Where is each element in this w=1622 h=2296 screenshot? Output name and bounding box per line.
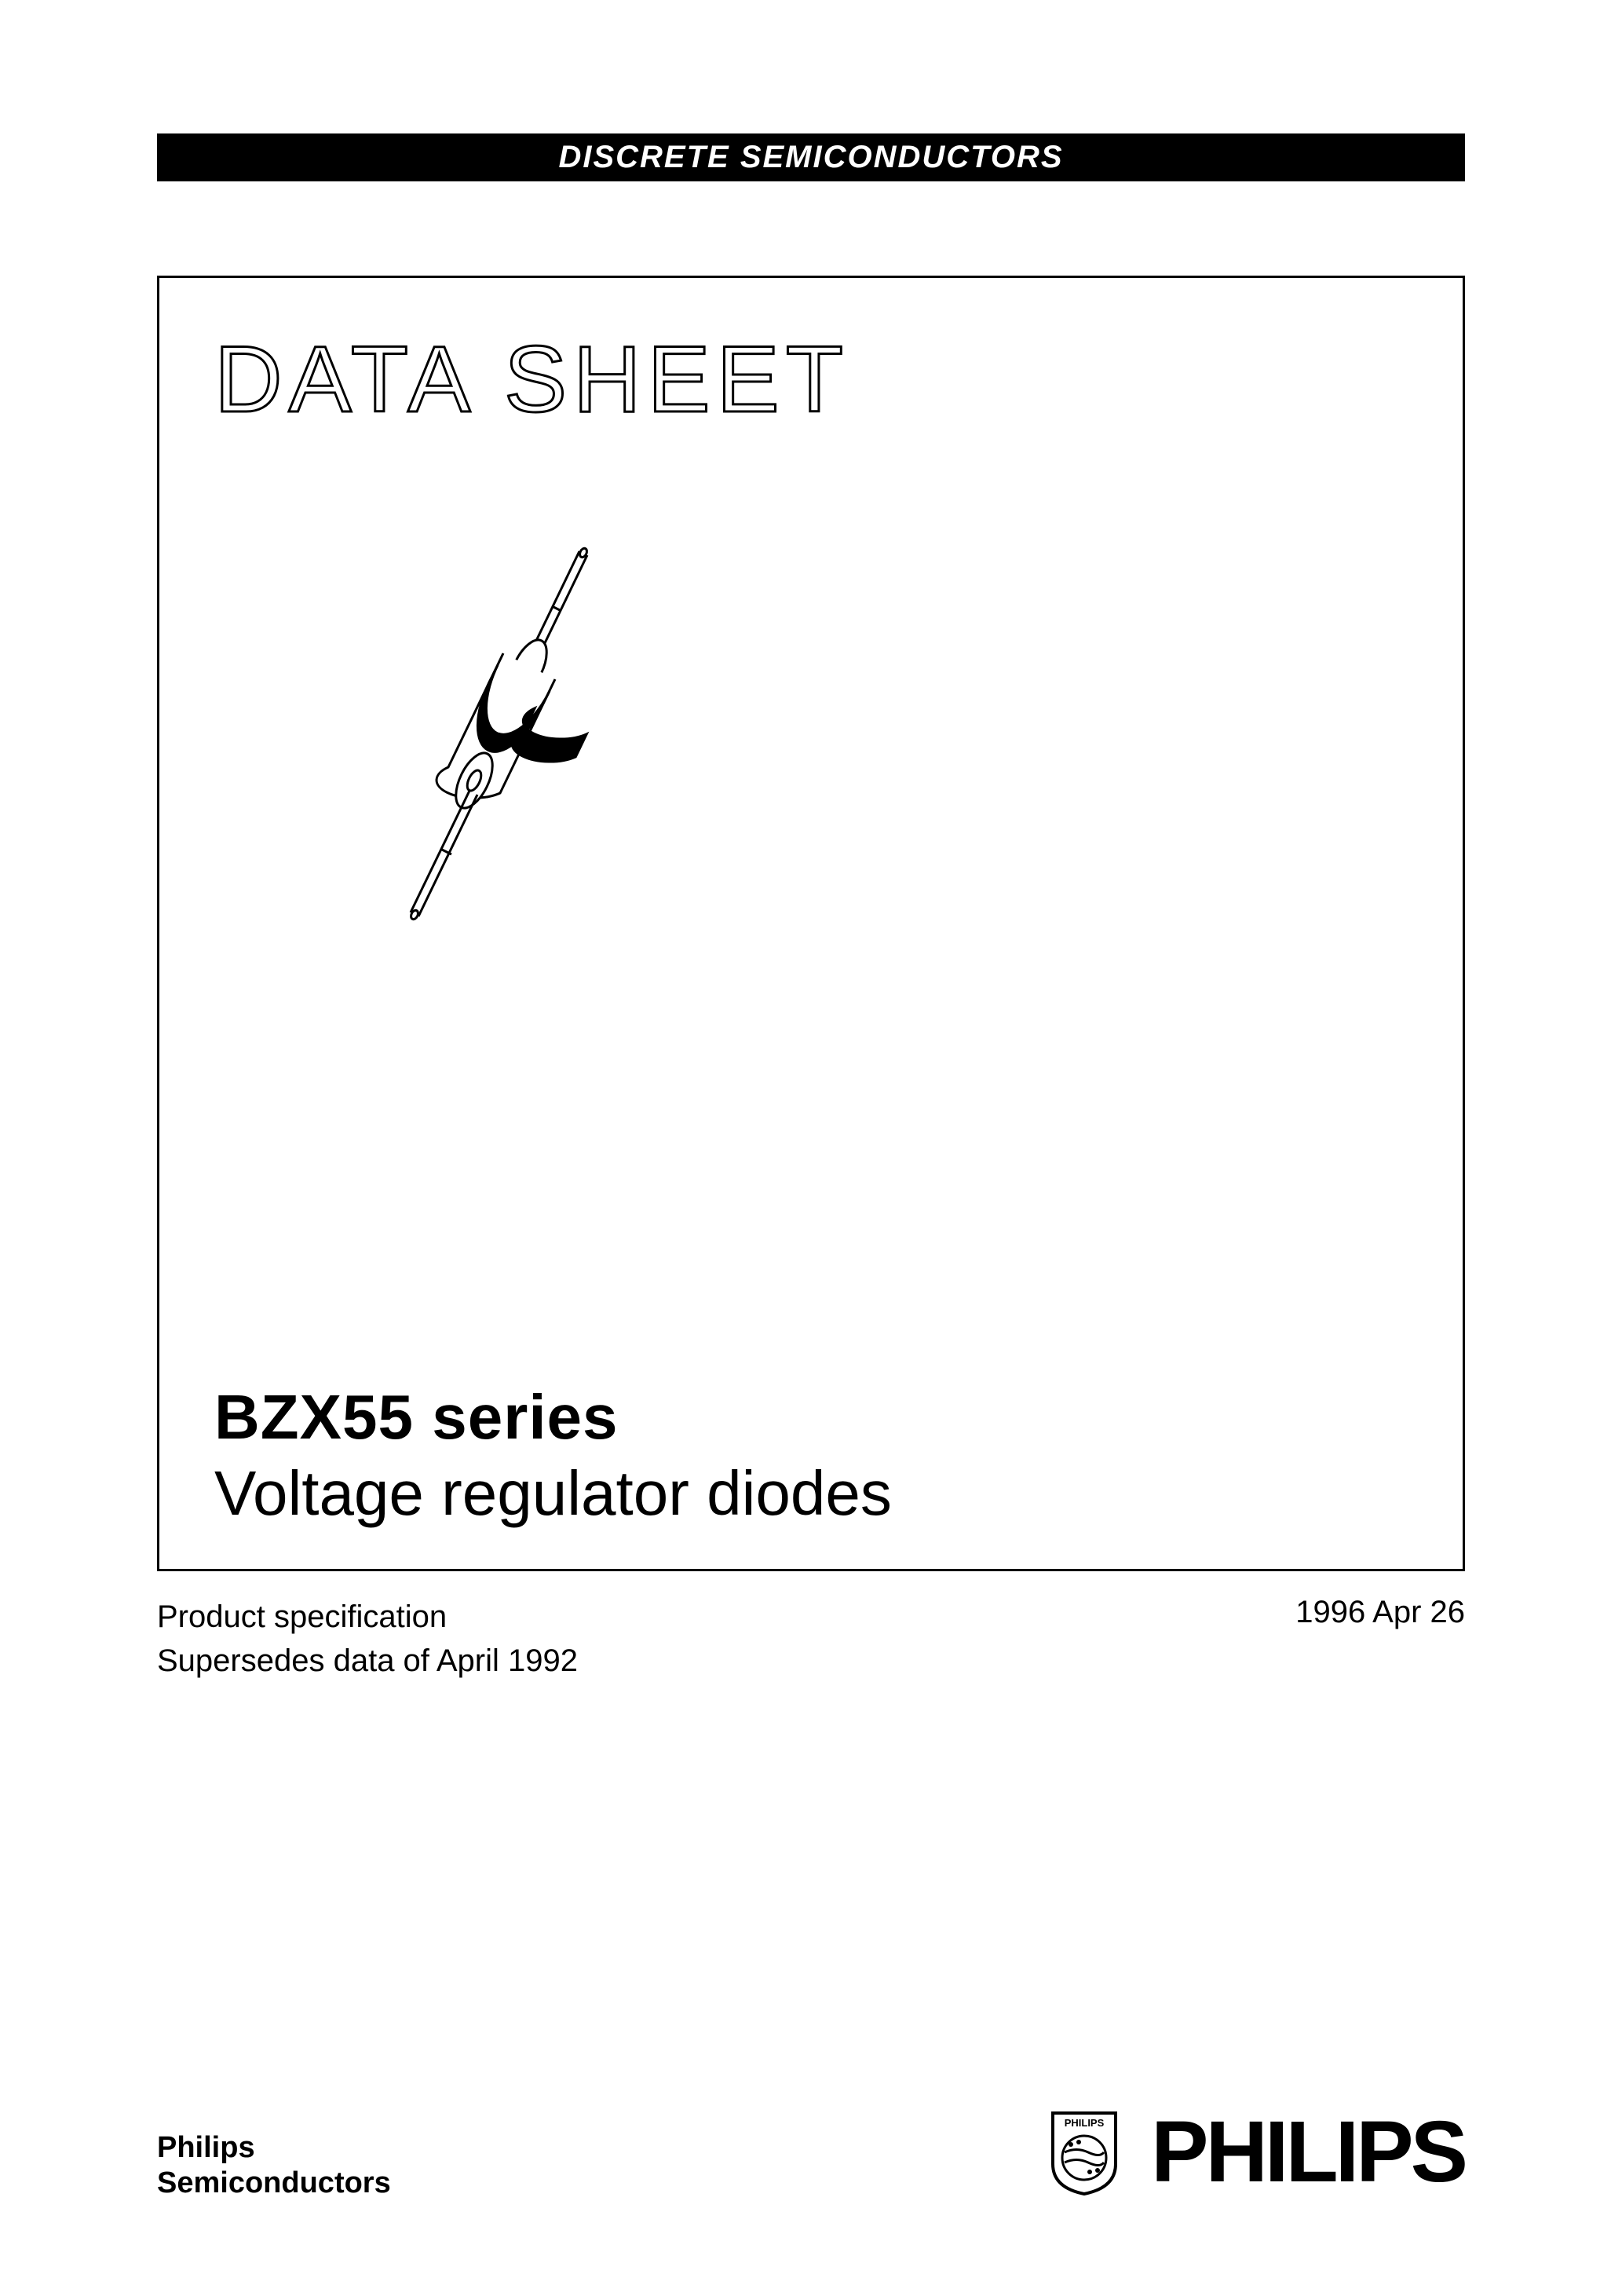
spec-block: Product specification Supersedes data of… [157,1595,578,1683]
philips-wordmark: PHILIPS [1151,2102,1465,2202]
footer-logo-block: PHILIPS PHILIPS [1049,2102,1465,2202]
footer-company-line2: Semiconductors [157,2166,391,2202]
datasheet-title: DATA SHEET [214,325,1408,433]
diode-diagram [309,528,685,967]
footer-company-line1: Philips [157,2130,391,2166]
datasheet-frame: DATA SHEET [157,276,1465,1571]
product-series: BZX55 series [214,1381,892,1453]
spec-date-row: Product specification Supersedes data of… [157,1595,1465,1683]
spec-label: Product specification [157,1595,578,1639]
philips-shield-icon: PHILIPS [1049,2109,1120,2195]
spec-date: 1996 Apr 26 [1295,1595,1465,1683]
category-header: DISCRETE SEMICONDUCTORS [157,133,1465,181]
svg-text:PHILIPS: PHILIPS [1065,2117,1105,2129]
supersedes-text: Supersedes data of April 1992 [157,1639,578,1683]
footer-company: Philips Semiconductors [157,2130,391,2202]
product-title-block: BZX55 series Voltage regulator diodes [214,1381,892,1530]
page-footer: Philips Semiconductors PHILIPS PHILIPS [157,2102,1465,2202]
product-name: Voltage regulator diodes [214,1457,892,1530]
